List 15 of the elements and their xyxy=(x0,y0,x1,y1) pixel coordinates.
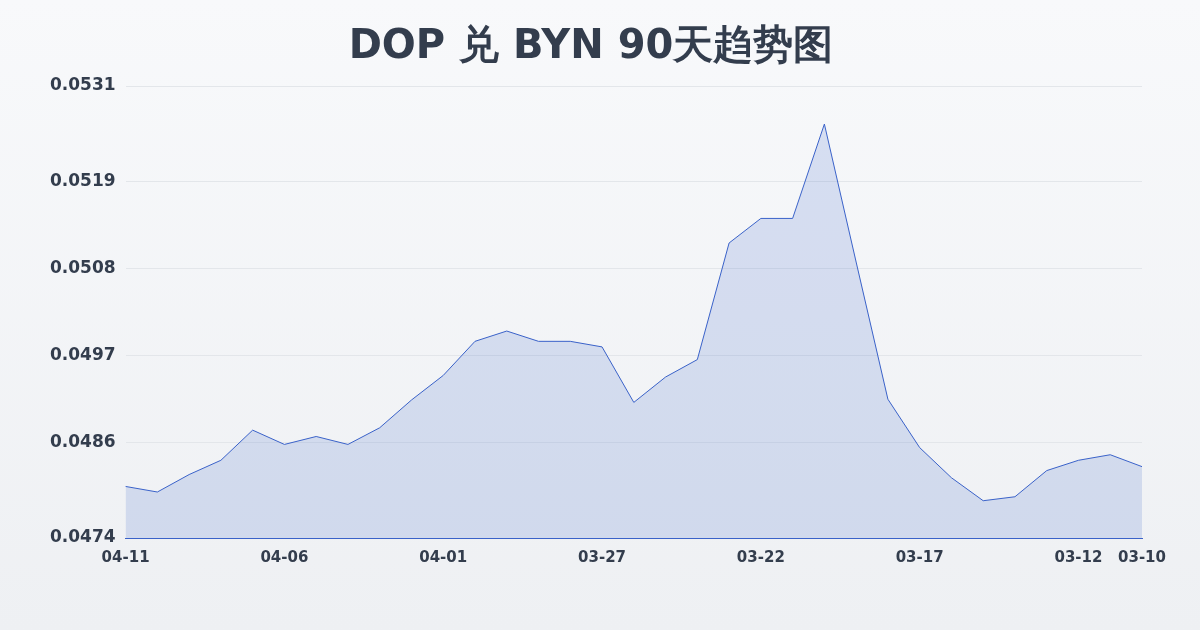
y-tick-label: 0.0508 xyxy=(49,256,116,277)
chart-title: DOP 兑 BYN 90天趋势图 xyxy=(348,21,834,68)
x-tick-label: 03-27 xyxy=(578,547,627,566)
y-tick-label: 0.0519 xyxy=(49,169,116,190)
x-tick-label: 03-12 xyxy=(1054,547,1103,566)
y-tick-label: 0.0531 xyxy=(49,74,116,95)
x-tick-label: 04-11 xyxy=(101,547,150,566)
y-tick-label: 0.0486 xyxy=(49,431,116,452)
x-tick-label: 04-06 xyxy=(260,547,309,566)
x-tick-label: 03-22 xyxy=(736,547,785,566)
y-tick-label: 0.0474 xyxy=(49,526,116,547)
x-tick-label: 03-17 xyxy=(895,547,944,566)
y-tick-label: 0.0497 xyxy=(49,344,116,365)
x-tick-label: 04-01 xyxy=(419,547,468,566)
x-tick-label: 03-10 xyxy=(1118,547,1166,566)
